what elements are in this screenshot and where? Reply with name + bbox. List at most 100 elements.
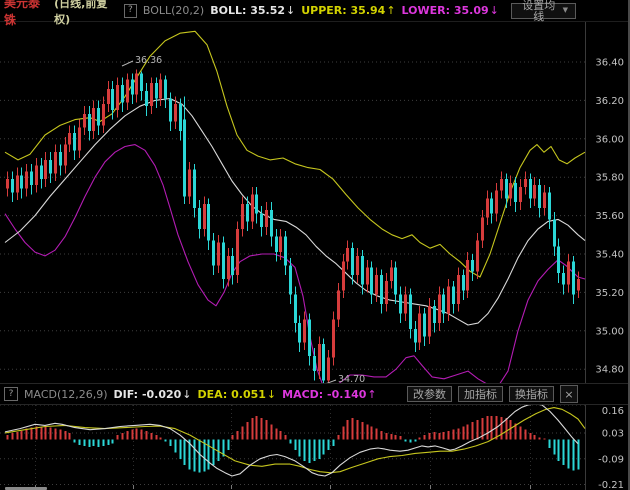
main-chart-header: 美元泰铢 (日线,前复权) ? BOLL(20,2) BOLL: 35.52↓ … [0,0,628,27]
help-icon[interactable]: ? [123,3,137,18]
candle-down [423,313,426,337]
candle-down [322,344,325,381]
candle-up [390,267,393,281]
candle-up [486,198,489,218]
candle-up [188,169,191,197]
y-axis-label: 0.03 [602,428,624,439]
y-axis-label: 35.20 [595,288,624,299]
candle-down [30,171,33,185]
candle-up [54,152,57,174]
y-axis-label: 35.80 [595,173,624,184]
candle-down [313,355,316,372]
switch-indicator-button[interactable]: 换指标 [509,386,554,402]
help-icon[interactable]: ? [4,387,18,401]
indicator-name[interactable]: BOLL(20,2) [142,4,205,17]
candle-down [131,79,134,95]
candle-down [231,255,234,276]
candle-down [409,294,412,329]
candle-down [289,265,292,295]
candle-down [284,236,287,266]
candle-down [462,275,465,291]
candle-down [414,328,417,343]
candle-down [490,198,493,214]
candle-down [246,204,249,222]
set-ma-button[interactable]: 设置均线 ▼ [510,0,576,22]
main-chart[interactable]: 36.40 36.20 36.00 35.80 35.60 35.40 35.20 35.00… [0,22,630,383]
add-indicator-button[interactable]: 加指标 [458,386,503,402]
candle-up [495,190,498,214]
candle-down [433,305,436,324]
chevron-down-icon: ▼ [562,6,568,14]
candle-down [198,207,201,230]
candle-up [524,179,527,187]
change-params-button[interactable]: 改参数 [407,386,452,402]
candle-up [519,186,522,203]
candle-down [140,73,143,91]
candle-up [135,73,138,95]
candle-down [193,169,196,208]
candle-up [126,79,129,103]
dea-line [4,407,586,474]
candle-up [150,83,153,107]
candle-down [255,194,258,214]
lower-value: LOWER: 35.09↓ [401,4,499,17]
candle-up [346,248,349,262]
candle-up [92,108,95,132]
candle-down [121,85,124,103]
upper-band-line [4,30,586,278]
down-arrow-icon: ↓ [489,4,499,17]
candle-up [16,175,19,193]
candle-down [538,184,541,208]
candle-up [203,204,206,230]
candle-down [529,179,532,199]
up-arrow-icon: ↑ [386,4,396,17]
candle-down [155,83,158,99]
y-axis-label: 36.00 [595,134,624,145]
candle-down [222,242,225,279]
candle-down [49,159,52,174]
down-arrow-icon: ↓ [266,387,277,401]
y-axis-label: 35.40 [595,250,624,261]
candle-up [159,79,162,99]
candle-down [553,219,556,247]
mid-band-line [4,97,586,326]
upper-value: UPPER: 35.94↑ [301,4,396,17]
macd-indicator-name[interactable]: MACD(12,26,9) [24,387,108,401]
y-axis-label: 36.20 [595,96,624,107]
candle-down [11,179,14,193]
horizontal-scrollbar[interactable] [5,487,47,490]
candle-down [505,179,508,199]
candle-up [476,240,479,272]
annotation-pointer [326,379,337,383]
dif-value: DIF: -0.020↓ [113,387,192,401]
candle-down [471,259,474,272]
down-arrow-icon: ↓ [182,387,192,401]
boll-value: BOLL: 35.52↓ [210,4,296,17]
candle-up [318,344,321,372]
candle-up [327,357,330,381]
candle-down [562,273,565,285]
candle-down [183,119,186,197]
candle-down [73,133,76,151]
macd-header: ? MACD(12,26,9) DIF: -0.020↓ DEA: 0.051↓… [0,383,628,405]
price-annotation: 34.70 [338,374,365,383]
candle-up [404,294,407,314]
candle-down [514,182,517,203]
candle-down [294,294,297,324]
candle-down [557,246,560,274]
candle-down [452,286,455,304]
macd-chart[interactable]: 0.16 0.03 -0.09 -0.21 [0,405,630,490]
candle-up [116,85,119,110]
candle-up [251,194,254,222]
candle-down [179,104,182,132]
candle-up [83,113,86,128]
price-annotation: 36.36 [135,55,162,66]
y-axis-label: 35.00 [595,326,624,337]
candle-down [298,323,301,343]
y-axis-label: 35.60 [595,211,624,222]
candle-up [337,290,340,320]
close-icon[interactable]: × [560,385,578,403]
candle-up [174,104,177,122]
candle-down [275,236,278,253]
candle-down [351,248,354,276]
